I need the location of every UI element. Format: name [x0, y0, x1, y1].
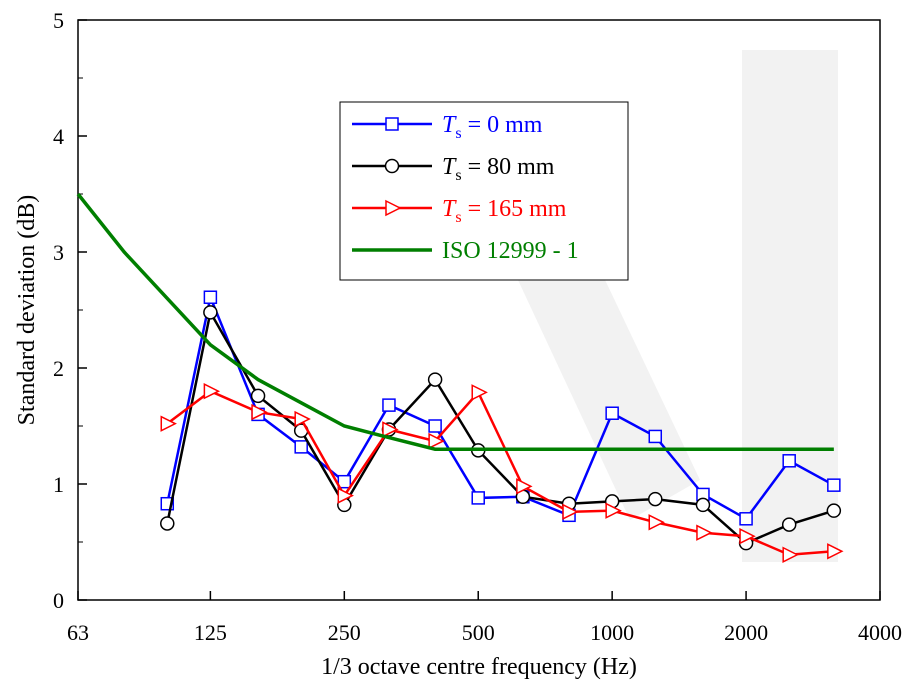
data-point-circle — [695, 497, 711, 513]
legend-item: ISO 12999 - 1 — [352, 238, 579, 264]
data-point-triangle — [294, 410, 311, 428]
data-point-square — [203, 290, 218, 304]
data-point-circle — [250, 388, 266, 404]
data-point-triangle — [385, 199, 402, 217]
data-point-square — [471, 491, 485, 505]
data-point-triangle — [827, 543, 844, 560]
data-point-triangle — [203, 382, 221, 400]
data-point-circle — [203, 305, 218, 320]
data-point-triangle — [428, 432, 445, 450]
data-point-circle — [384, 158, 400, 174]
series-layer — [76, 192, 844, 563]
series-3 — [160, 382, 844, 563]
y-tick-label: 4 — [53, 124, 64, 149]
data-point-triangle — [739, 527, 756, 545]
x-tick-label: 125 — [194, 620, 227, 645]
data-point-circle — [781, 517, 797, 532]
data-point-square — [382, 398, 396, 412]
data-point-square — [337, 474, 352, 489]
series-2 — [160, 305, 842, 551]
y-tick-label: 2 — [53, 356, 64, 381]
data-point-circle — [427, 372, 443, 387]
data-point-circle — [826, 503, 842, 518]
data-point-square — [739, 512, 753, 526]
y-tick-label: 5 — [53, 8, 64, 33]
data-point-triangle — [471, 384, 488, 401]
x-tick-label: 4000 — [858, 620, 902, 645]
x-tick-label: 1000 — [590, 620, 634, 645]
data-point-triangle — [516, 478, 533, 495]
data-point-square — [605, 406, 619, 420]
data-point-square — [648, 429, 663, 444]
x-tick-label: 2000 — [724, 620, 768, 645]
data-point-triangle — [648, 514, 665, 531]
y-tick-label: 0 — [53, 588, 64, 613]
legend-item: Ts = 80 mm — [352, 154, 555, 184]
legend-item: Ts = 0 mm — [352, 112, 543, 142]
legend-label: Ts = 0 mm — [442, 112, 543, 142]
data-point-triangle — [605, 502, 622, 519]
data-point-triangle — [382, 421, 399, 438]
legend-label: ISO 12999 - 1 — [442, 238, 579, 264]
series-line — [166, 292, 835, 521]
data-point-triangle — [160, 415, 177, 432]
data-point-triangle — [562, 503, 579, 521]
data-point-square — [782, 454, 796, 468]
legend: Ts = 0 mm Ts = 80 mm Ts = 165 mm ISO 12999 … — [339, 101, 629, 281]
series-line — [76, 192, 834, 451]
data-point-triangle — [251, 403, 268, 421]
series-line — [166, 389, 834, 557]
x-tick-label: 250 — [328, 620, 361, 645]
legend-label: Ts = 165 mm — [442, 196, 567, 226]
data-point-square — [385, 117, 399, 131]
series-4 — [76, 192, 834, 451]
data-point-triangle — [696, 524, 713, 541]
y-tick-label: 3 — [53, 240, 64, 265]
series-1 — [160, 290, 841, 526]
axes: 63 125 250 500 1000 2000 4000 0 1 2 3 4 5 — [53, 8, 902, 645]
x-tick-label: 63 — [67, 620, 89, 645]
y-axis-title: Standard deviation (dB) — [14, 195, 40, 426]
legend-item: Ts = 165 mm — [352, 196, 567, 226]
y-tick-label: 1 — [53, 472, 64, 497]
data-point-square — [294, 440, 308, 454]
x-axis-title: 1/3 octave centre frequency (Hz) — [321, 654, 637, 680]
legend-items: Ts = 0 mm Ts = 80 mm Ts = 165 mm ISO 12999 … — [352, 112, 579, 264]
data-point-square — [428, 419, 442, 433]
data-point-triangle — [337, 487, 354, 504]
series-line — [166, 308, 835, 545]
x-tick-label: 500 — [462, 620, 495, 645]
data-point-circle — [160, 516, 175, 531]
data-point-square — [827, 478, 841, 492]
data-point-circle — [648, 491, 663, 507]
legend-label: Ts = 80 mm — [442, 154, 555, 184]
data-point-triangle — [782, 546, 799, 563]
